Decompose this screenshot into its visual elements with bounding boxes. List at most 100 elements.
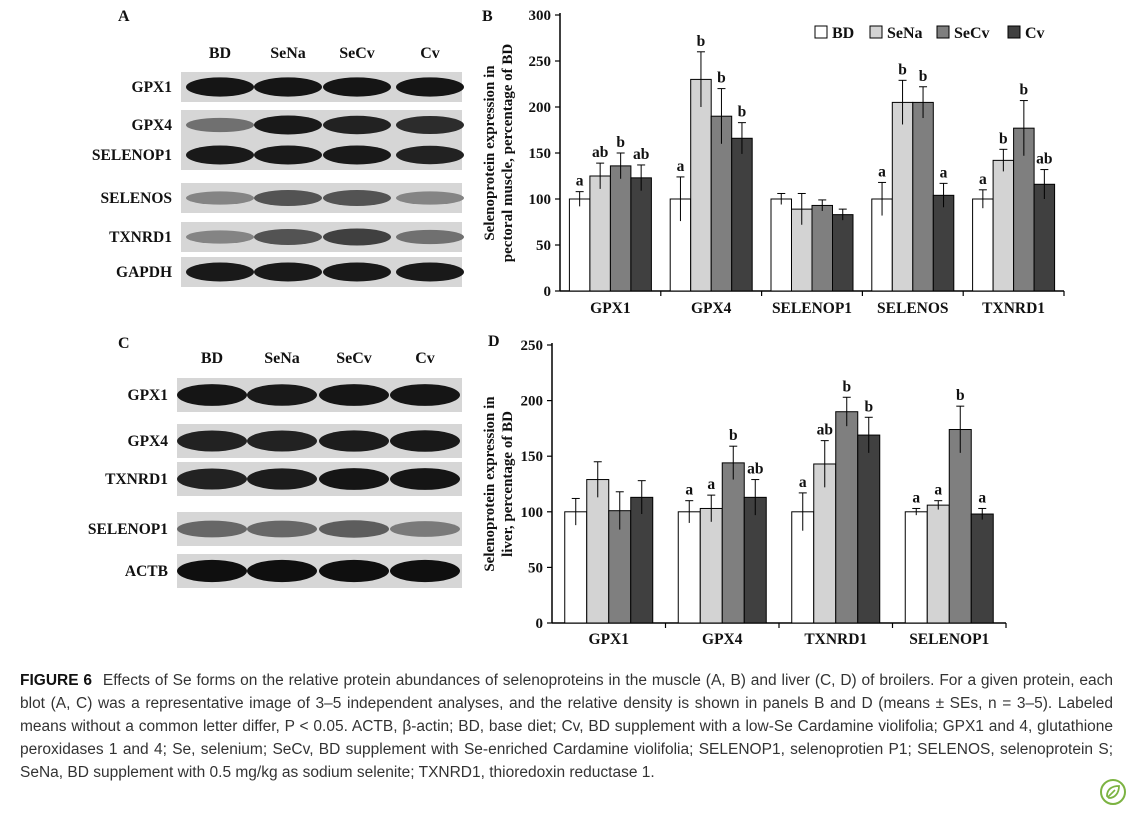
blot-band-gpx1-bd: [186, 77, 254, 97]
blot-band-gpx1-sena: [247, 384, 317, 406]
bar-d-gpx4-cv: [743, 496, 767, 624]
bar-d-selenop1-sena: [926, 504, 950, 624]
blot-band-selenos-bd: [186, 191, 254, 205]
lane-label-cv: Cv: [420, 45, 440, 62]
sig-letter-b-txnrd1-sena: b: [999, 130, 1008, 147]
blot-band-selenos-secv: [323, 190, 391, 206]
blot-band-txnrd1-cv: [396, 229, 464, 245]
blot-band-txnrd1-cv: [390, 468, 460, 490]
lane-label-sena: SeNa: [264, 350, 300, 367]
blot-row-label-txnrd1: TXNRD1: [109, 229, 172, 246]
blot-row-label-gpx1: GPX1: [128, 387, 168, 404]
y-axis-label-d-line1: Selenoprotein expression in: [482, 396, 498, 572]
sig-letter-b-gpx4-sena: b: [697, 33, 706, 50]
bar-b-txnrd1-bd: [972, 198, 994, 292]
sig-letter-b-gpx1-sena: ab: [592, 144, 608, 161]
blot-band-gpx4-cv: [396, 116, 464, 134]
bar-b-gpx1-secv: [609, 165, 632, 292]
sig-letter-d-selenop1-sena: a: [934, 482, 942, 499]
blot-band-txnrd1-secv: [319, 468, 389, 490]
sig-letter-b-selenos-sena: b: [898, 61, 907, 78]
bar-b-gpx1-bd: [568, 198, 591, 292]
blot-row-label-selenop1: SELENOP1: [88, 521, 168, 538]
y-tick-label-d-200: 200: [521, 394, 544, 410]
blot-band-selenop1-bd: [186, 145, 254, 165]
blot-band-gapdh-cv: [396, 262, 464, 282]
blot-band-gpx4-sena: [254, 115, 322, 135]
sig-letter-b-selenos-cv: a: [940, 164, 948, 181]
y-tick-label-d-150: 150: [521, 449, 544, 465]
blot-row-label-selenos: SELENOS: [100, 190, 172, 207]
blot-band-gpx1-bd: [177, 384, 247, 406]
sig-letter-d-txnrd1-bd: a: [799, 474, 807, 491]
caption-label: FIGURE 6: [20, 672, 93, 689]
y-axis-label-b-line1: Selenoprotein expression in: [482, 65, 498, 241]
x-category-label-b-selenos: SELENOS: [877, 300, 949, 317]
legend-label-bd: BD: [832, 25, 854, 42]
bar-b-selenop1-bd: [770, 198, 792, 292]
sig-letter-d-selenop1-secv: b: [956, 387, 965, 404]
blot-band-selenop1-sena: [247, 520, 317, 538]
legend-swatch-bd: [814, 25, 828, 39]
bar-d-selenop1-bd: [904, 511, 928, 624]
figure-svg: ABD SeNa SeCv CvGPX1GPX4SELENOP1SELENOSTXNR…: [88, 8, 1065, 648]
blot-band-txnrd1-secv: [323, 228, 391, 246]
bar-d-gpx1-sena: [586, 479, 610, 624]
blot-band-actb-sena: [247, 559, 317, 583]
blot-band-selenop1-secv: [319, 520, 389, 538]
legend-swatch-secv: [936, 25, 950, 39]
blot-band-selenop1-bd: [177, 520, 247, 538]
sig-letter-d-gpx4-secv: b: [729, 427, 738, 444]
sig-letter-b-gpx4-secv: b: [717, 70, 726, 87]
bar-b-selenop1-secv: [811, 204, 833, 292]
bar-b-selenop1-cv: [832, 214, 854, 292]
y-tick-label-b-50: 50: [536, 238, 551, 254]
blot-band-gpx4-cv: [390, 430, 460, 452]
sig-letter-b-gpx1-bd: a: [576, 173, 584, 190]
sig-letter-b-selenos-bd: a: [878, 163, 886, 180]
blot-band-gapdh-bd: [186, 262, 254, 282]
blot-row-label-gpx4: GPX4: [132, 117, 173, 134]
blot-band-actb-cv: [390, 559, 460, 583]
panel-label-d: D: [488, 333, 500, 350]
x-category-label-b-gpx4: GPX4: [691, 300, 732, 317]
y-tick-label-b-300: 300: [529, 8, 552, 24]
sig-letter-b-gpx1-secv: b: [616, 134, 625, 151]
blot-row-label-gpx4: GPX4: [128, 433, 169, 450]
blot-band-selenop1-cv: [390, 521, 460, 537]
blot-row-label-selenop1: SELENOP1: [92, 147, 172, 164]
blot-band-selenos-sena: [254, 190, 322, 206]
blot-band-gpx4-secv: [319, 430, 389, 452]
blot-band-gapdh-sena: [254, 262, 322, 282]
blot-band-selenop1-cv: [396, 145, 464, 165]
lane-label-secv: SeCv: [339, 45, 375, 62]
blot-band-txnrd1-bd: [177, 468, 247, 490]
x-category-label-d-selenop1: SELENOP1: [909, 631, 989, 648]
sig-letter-b-gpx4-bd: a: [677, 158, 685, 175]
sig-letter-d-gpx4-sena: a: [707, 476, 715, 493]
lane-label-secv: SeCv: [336, 350, 372, 367]
panel-label-b: B: [482, 8, 493, 25]
sig-letter-b-selenos-secv: b: [919, 68, 928, 85]
bar-d-txnrd1-secv: [835, 411, 859, 624]
sig-letter-d-selenop1-bd: a: [912, 489, 920, 506]
bar-b-selenos-secv: [912, 101, 934, 292]
x-category-label-b-txnrd1: TXNRD1: [982, 300, 1045, 317]
y-tick-label-d-50: 50: [528, 560, 543, 576]
y-axis-label-d-line2: liver, percentage of BD: [500, 411, 516, 557]
bar-b-selenos-sena: [891, 101, 914, 292]
y-tick-label-d-250: 250: [521, 338, 544, 354]
blot-band-gpx4-bd: [186, 117, 254, 133]
blot-band-txnrd1-bd: [186, 230, 254, 244]
sig-letter-b-txnrd1-secv: b: [1020, 82, 1029, 99]
blot-band-actb-secv: [319, 559, 389, 583]
blot-band-gapdh-secv: [323, 262, 391, 282]
figure-6: A BD SeNa SeCv Cv GPX1 GPX4 SELENOP1 SELENOS TXNR…: [88, 8, 1065, 648]
bar-b-gpx4-sena: [690, 78, 712, 292]
y-tick-label-b-250: 250: [529, 54, 552, 70]
leaf-logo-icon: [1100, 779, 1126, 805]
blot-row-label-gapdh: GAPDH: [116, 264, 172, 281]
blot-band-gpx4-secv: [323, 115, 391, 135]
x-category-label-d-txnrd1: TXNRD1: [804, 631, 867, 648]
bar-d-selenop1-secv: [948, 429, 972, 624]
